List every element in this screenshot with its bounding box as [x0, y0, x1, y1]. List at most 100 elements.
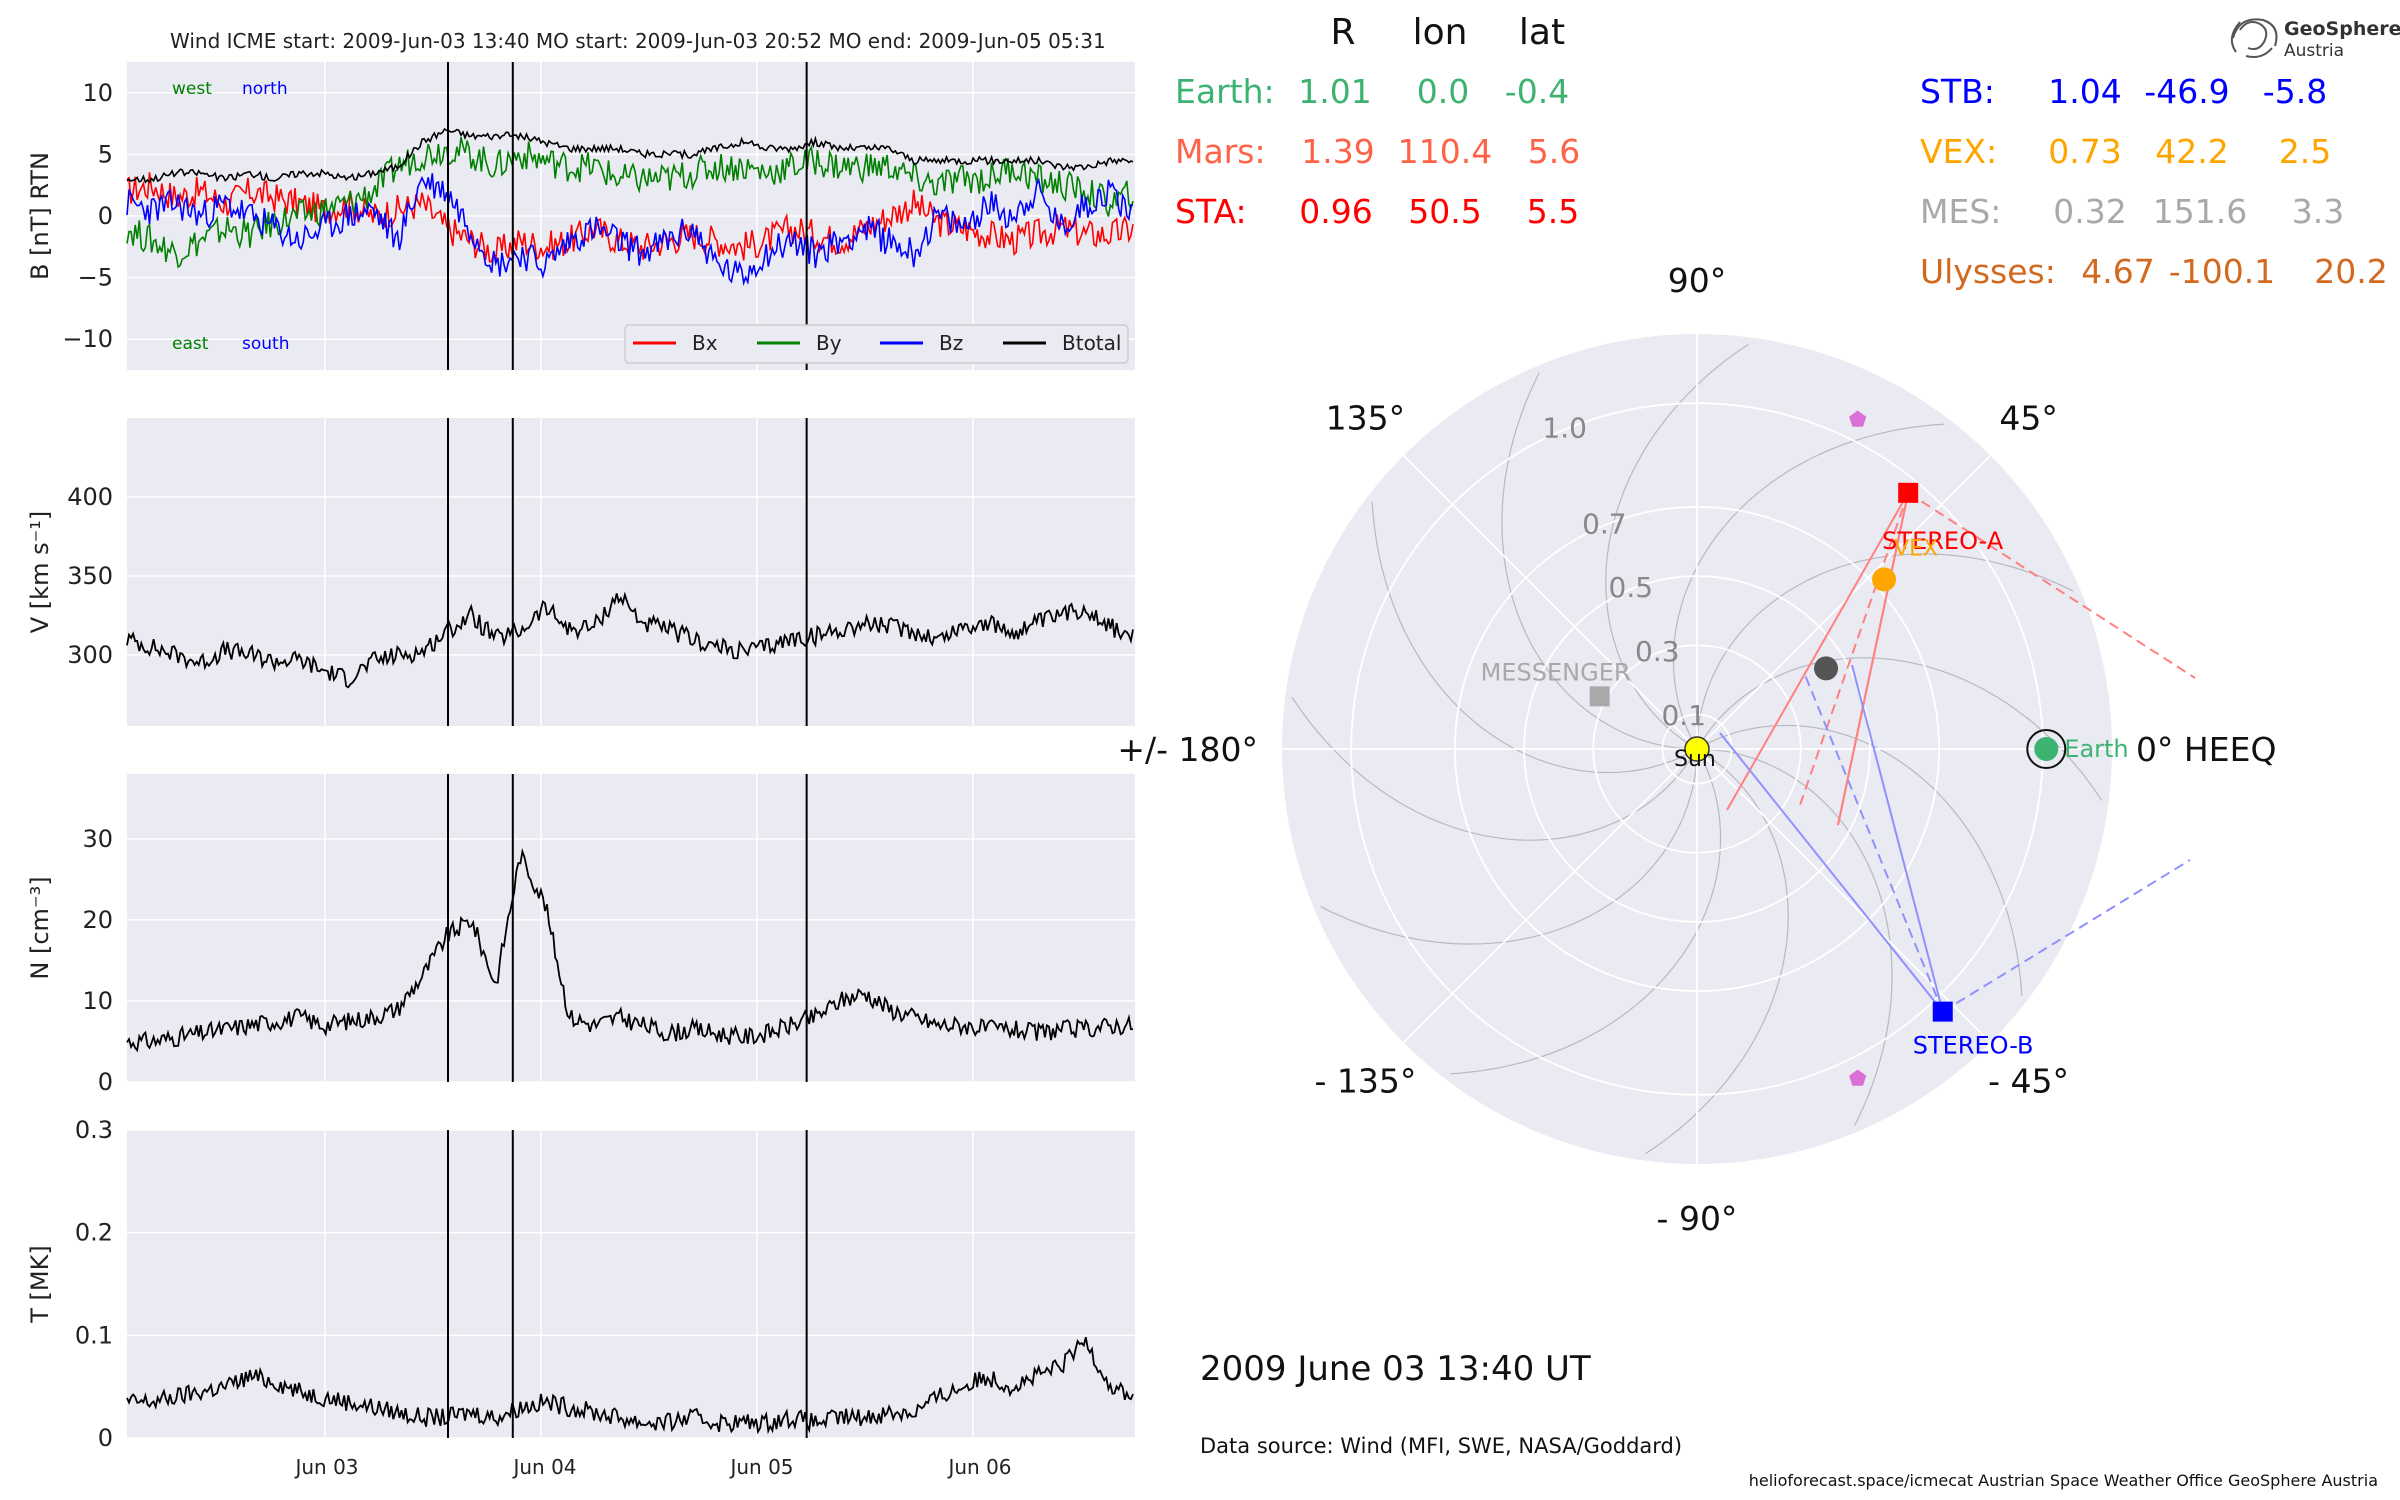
angle-label: - 135°	[1314, 1062, 1416, 1101]
sta-row-lat: 5.5	[1527, 192, 1579, 231]
heliospheric-polar-plot: 0.1 0.3 0.5 0.7 1.0 0° HEEQ 45° 90° 135° +/- 180°…	[1117, 261, 2276, 1238]
earth-row-name: Earth:	[1175, 72, 1275, 111]
earth-ring	[2026, 729, 2067, 769]
radial-tick-label: 0.5	[1609, 571, 1654, 604]
earth-row-r: 1.01	[1298, 72, 1371, 111]
y-tick-label: 400	[67, 483, 113, 511]
footer-credits: helioforecast.space/icmecat Austrian Spa…	[1749, 1471, 2378, 1490]
mars-row-lat: 5.6	[1528, 132, 1580, 171]
parker-spiral-line	[1291, 697, 1694, 841]
radial-tick-label: 0.3	[1635, 635, 1680, 668]
parker-spiral-line	[1320, 755, 1698, 945]
y-tick-label: 20	[82, 906, 113, 934]
mars-row-lon: 110.4	[1398, 132, 1492, 171]
series-line-t	[126, 1336, 1134, 1435]
positions-table: R lon lat Earth: 1.01 0.0 -0.4 Mars: 1.3…	[1175, 12, 2388, 291]
y-tick-label: 10	[82, 987, 113, 1015]
parker-spiral-line	[1645, 752, 1789, 1155]
messenger-marker	[1589, 686, 1610, 707]
stereo-b-fov-line	[1719, 732, 1944, 1013]
stereo-b-marker	[1932, 1001, 1953, 1022]
logo-line2: Austria	[2284, 41, 2344, 61]
stereo-a-fov-line	[1726, 492, 1910, 811]
angle-label: 0° HEEQ	[2136, 730, 2276, 769]
y-tick-label: 300	[67, 641, 113, 669]
parker-spiral-line	[1696, 553, 2074, 743]
stb-row-r: 1.04	[2048, 72, 2121, 111]
vex-row-lat: 2.5	[2279, 132, 2331, 171]
parker-spiral-line	[1700, 657, 2103, 801]
vex-label: VEX	[1894, 536, 1938, 561]
pentagon-marker	[1849, 1069, 1867, 1086]
stereo-b-fov-dashed	[1942, 859, 2191, 1013]
parker-spiral-line	[1605, 343, 1749, 746]
earth-marker	[2034, 737, 2059, 761]
parker-spiral-line	[1371, 501, 1692, 774]
data-source: Data source: Wind (MFI, SWE, NASA/Goddar…	[1200, 1434, 1682, 1458]
y-axis-label: T [MK]	[26, 1245, 54, 1323]
sta-row-r: 0.96	[1299, 192, 1372, 231]
ulysses-row-name: Ulysses:	[1920, 252, 2056, 291]
ulysses-row-r: 4.67	[2081, 252, 2154, 291]
stereo-a-marker	[1898, 482, 1919, 503]
south-label: south	[242, 334, 289, 354]
date-label: 2009 June 03 13:40 UT	[1200, 1349, 1591, 1389]
angular-gridline	[1402, 748, 1698, 1044]
stb-row-lat: -5.8	[2263, 72, 2327, 111]
x-tick-jun05: Jun 05	[728, 1455, 793, 1479]
legend-by: By	[816, 331, 842, 355]
stereo-b-fov-line	[1851, 664, 1944, 1012]
y-tick-label: 10	[82, 79, 113, 107]
y-tick-label: 5	[98, 140, 113, 168]
stereo-b-label: STEREO-B	[1913, 1032, 2034, 1060]
sun-label: Sun	[1674, 747, 1716, 772]
geosphere-logo: GeoSphere Austria	[2230, 18, 2400, 61]
x-tick-jun06: Jun 06	[946, 1455, 1011, 1479]
y-tick-label: −5	[78, 264, 113, 292]
insitu-title: Wind ICME start: 2009-Jun-03 13:40 MO st…	[170, 29, 1106, 53]
header-lon: lon	[1413, 12, 1468, 53]
mes-row-r: 0.32	[2053, 192, 2126, 231]
stereo-a-fov-line	[1837, 492, 1910, 826]
y-tick-label: −10	[62, 325, 113, 353]
velocity-panel: 400 350 300 V [km s⁻¹]	[26, 418, 1135, 726]
east-label: east	[172, 334, 209, 354]
logo-line1: GeoSphere	[2284, 18, 2400, 40]
y-tick-label: 30	[82, 825, 113, 853]
y-axis-label: B [nT] RTN	[26, 152, 54, 280]
stereo-a-label: STEREO-A	[1882, 527, 2004, 555]
angle-label: 90°	[1668, 261, 1727, 300]
radial-tick-label: 0.7	[1582, 507, 1627, 540]
mes-row-lon: 151.6	[2153, 192, 2247, 231]
logo-swirl-icon	[2230, 18, 2278, 58]
earth-row-lat: -0.4	[1505, 72, 1569, 111]
parker-spiral-line	[1703, 748, 1893, 1126]
parker-spiral-line	[1672, 423, 1945, 744]
mars-row-name: Mars:	[1175, 132, 1266, 171]
vex-row-r: 0.73	[2048, 132, 2121, 171]
y-axis-label: V [km s⁻¹]	[26, 511, 54, 633]
angular-gridline	[1696, 454, 1992, 750]
west-label: west	[172, 79, 212, 99]
north-label: north	[242, 79, 288, 99]
stb-row-lon: -46.9	[2144, 72, 2229, 111]
y-tick-label: 0.1	[75, 1321, 113, 1349]
angular-gridline	[1402, 454, 1698, 750]
marker-marker	[1814, 656, 1839, 681]
parker-spiral-line	[1449, 754, 1722, 1075]
angle-label: +/- 180°	[1117, 730, 1258, 769]
sta-row-name: STA:	[1175, 192, 1247, 231]
y-tick-label: 0	[98, 1068, 113, 1096]
x-tick-jun03: Jun 03	[293, 1455, 358, 1479]
panel-background	[127, 418, 1135, 726]
angle-label: - 45°	[1988, 1062, 2069, 1101]
y-tick-label: 0	[98, 202, 113, 230]
series-line-by	[126, 137, 1134, 269]
series-line-bz	[126, 173, 1134, 287]
vex-row-name: VEX:	[1920, 132, 1997, 171]
sta-row-lon: 50.5	[1408, 192, 1481, 231]
magnetic-field-panel: 10 5 0 −5 −10 B [nT] RTN	[26, 62, 1135, 370]
y-tick-label: 0	[98, 1424, 113, 1452]
pentagon-marker	[1849, 410, 1867, 427]
